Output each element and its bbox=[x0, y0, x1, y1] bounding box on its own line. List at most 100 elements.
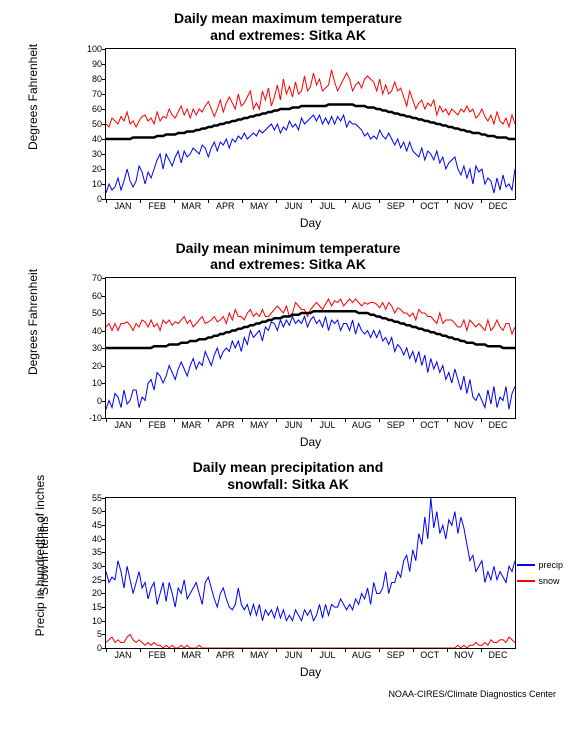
x-tick-label: MAY bbox=[250, 420, 269, 430]
x-tick-label: APR bbox=[216, 201, 235, 211]
x-tick-label: NOV bbox=[454, 201, 474, 211]
x-tick-label: FEB bbox=[148, 201, 166, 211]
chart2-xlabel: Day bbox=[105, 435, 516, 449]
legend-swatch bbox=[517, 580, 535, 582]
y-tick-label: 60 bbox=[92, 104, 102, 114]
chart1-plot: 0102030405060708090100JANFEBMARAPRMAYJUN… bbox=[105, 48, 516, 200]
legend-label: precip bbox=[538, 560, 563, 570]
x-tick-label: OCT bbox=[420, 650, 439, 660]
y-tick-label: 40 bbox=[92, 134, 102, 144]
chart1-xlabel: Day bbox=[105, 216, 516, 230]
series-mean bbox=[106, 104, 515, 139]
y-tick-label: 60 bbox=[92, 291, 102, 301]
chart-min-temp: Daily mean minimum temperature and extre… bbox=[10, 240, 566, 450]
x-tick-label: FEB bbox=[148, 420, 166, 430]
y-tick-label: 35 bbox=[92, 547, 102, 557]
y-tick-label: 30 bbox=[92, 343, 102, 353]
chart2-title-line1: Daily mean minimum temperature bbox=[176, 240, 401, 256]
x-tick-label: AUG bbox=[352, 420, 372, 430]
y-tick-label: 20 bbox=[92, 164, 102, 174]
y-tick-label: 55 bbox=[92, 493, 102, 503]
chart2-plot: -10010203040506070JANFEBMARAPRMAYJUNJULA… bbox=[105, 277, 516, 419]
x-tick-label: MAY bbox=[250, 201, 269, 211]
y-tick-label: 80 bbox=[92, 74, 102, 84]
chart3-legend: precip snow bbox=[517, 554, 563, 592]
x-tick-label: SEP bbox=[387, 201, 405, 211]
y-tick-label: 30 bbox=[92, 561, 102, 571]
footer-credit: NOAA-CIRES/Climate Diagnostics Center bbox=[10, 689, 556, 699]
legend-item-precip: precip bbox=[517, 560, 563, 570]
y-tick-label: 30 bbox=[92, 149, 102, 159]
x-tick-label: JAN bbox=[115, 420, 132, 430]
x-tick-label: JUL bbox=[320, 201, 336, 211]
x-tick-label: MAR bbox=[181, 420, 201, 430]
series-precip bbox=[106, 498, 515, 621]
chart-precip: Daily mean precipitation and snowfall: S… bbox=[10, 459, 566, 679]
y-tick-label: 50 bbox=[92, 308, 102, 318]
y-tick-label: 10 bbox=[92, 179, 102, 189]
y-tick-label: 70 bbox=[92, 89, 102, 99]
chart2-title-line2: and extremes: Sitka AK bbox=[210, 256, 366, 272]
x-tick-label: DEC bbox=[488, 650, 507, 660]
chart3-ylabel-line2: Snow in tenths bbox=[38, 516, 51, 595]
y-tick-label: -10 bbox=[89, 413, 102, 423]
y-tick-label: 50 bbox=[92, 506, 102, 516]
y-tick-label: 45 bbox=[92, 520, 102, 530]
chart-max-temp: Daily mean maximum temperature and extre… bbox=[10, 10, 566, 230]
x-tick-label: SEP bbox=[387, 420, 405, 430]
y-tick-label: 50 bbox=[92, 119, 102, 129]
y-tick-label: 40 bbox=[92, 326, 102, 336]
chart3-xlabel: Day bbox=[105, 665, 516, 679]
x-tick-label: JUN bbox=[285, 420, 303, 430]
chart3-ylabel-block: Precip in hundredths of inches Snow in t… bbox=[20, 459, 80, 644]
x-tick-label: OCT bbox=[420, 201, 439, 211]
chart2-ylabel: Degrees Fahrenheit bbox=[26, 269, 40, 375]
x-tick-label: JAN bbox=[115, 201, 132, 211]
y-tick-label: 40 bbox=[92, 534, 102, 544]
x-tick-label: FEB bbox=[148, 650, 166, 660]
series-max bbox=[106, 299, 515, 334]
series-mean bbox=[106, 311, 515, 348]
y-tick-label: 10 bbox=[92, 616, 102, 626]
y-tick-label: 90 bbox=[92, 59, 102, 69]
chart1-title-line1: Daily mean maximum temperature bbox=[174, 10, 402, 26]
series-snow bbox=[106, 634, 515, 648]
x-tick-label: AUG bbox=[352, 201, 372, 211]
x-tick-label: JUL bbox=[320, 650, 336, 660]
chart3-title: Daily mean precipitation and snowfall: S… bbox=[10, 459, 566, 493]
x-tick-label: APR bbox=[216, 650, 235, 660]
y-tick-label: 20 bbox=[92, 588, 102, 598]
chart3-plot: precipsnow 0510152025303540455055JANFEBM… bbox=[105, 497, 516, 649]
y-tick-label: 70 bbox=[92, 273, 102, 283]
series-min bbox=[106, 317, 515, 410]
x-tick-label: SEP bbox=[387, 650, 405, 660]
x-tick-label: NOV bbox=[454, 650, 474, 660]
chart3-title-line1: Daily mean precipitation and bbox=[193, 459, 384, 475]
x-tick-label: JUN bbox=[285, 650, 303, 660]
legend-swatch bbox=[517, 564, 535, 566]
chart1-title-line2: and extremes: Sitka AK bbox=[210, 27, 366, 43]
legend-label: snow bbox=[538, 576, 559, 586]
x-tick-label: NOV bbox=[454, 420, 474, 430]
x-tick-label: MAR bbox=[181, 650, 201, 660]
x-tick-label: JUN bbox=[285, 201, 303, 211]
chart1-title: Daily mean maximum temperature and extre… bbox=[10, 10, 566, 44]
x-tick-label: DEC bbox=[488, 420, 507, 430]
legend-item-snow: snow bbox=[517, 576, 563, 586]
x-tick-label: OCT bbox=[420, 420, 439, 430]
y-tick-label: 25 bbox=[92, 575, 102, 585]
x-tick-label: MAR bbox=[181, 201, 201, 211]
x-tick-label: AUG bbox=[352, 650, 372, 660]
x-tick-label: JAN bbox=[115, 650, 132, 660]
chart3-title-line2: snowfall: Sitka AK bbox=[227, 476, 349, 492]
y-tick-label: 100 bbox=[87, 44, 102, 54]
x-tick-label: APR bbox=[216, 420, 235, 430]
chart1-ylabel: Degrees Fahrenheit bbox=[26, 44, 40, 150]
chart2-title: Daily mean minimum temperature and extre… bbox=[10, 240, 566, 274]
x-tick-label: MAY bbox=[250, 650, 269, 660]
y-tick-label: 10 bbox=[92, 378, 102, 388]
y-tick-label: 15 bbox=[92, 602, 102, 612]
y-tick-label: 20 bbox=[92, 361, 102, 371]
x-tick-label: DEC bbox=[488, 201, 507, 211]
x-tick-label: JUL bbox=[320, 420, 336, 430]
